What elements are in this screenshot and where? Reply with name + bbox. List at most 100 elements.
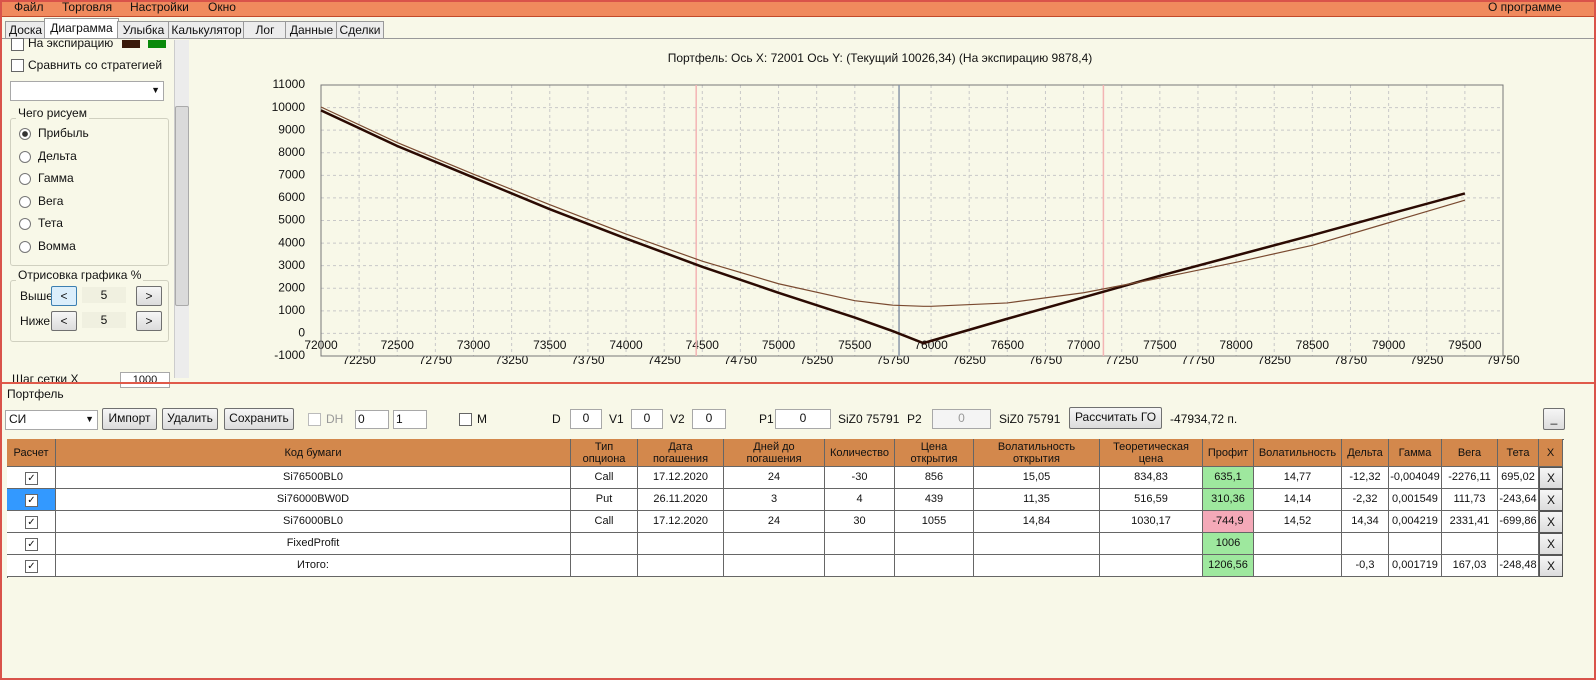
checkbox[interactable] — [11, 38, 24, 51]
tab[interactable]: Диаграмма — [44, 18, 119, 39]
button[interactable]: Удалить — [162, 408, 218, 430]
radio-label[interactable]: Дельта — [38, 148, 77, 163]
table-header: Гамма — [1389, 439, 1442, 467]
tab[interactable]: Данные — [285, 21, 338, 39]
field-input[interactable]: 0 — [692, 409, 726, 429]
menu-item[interactable]: Окно — [208, 0, 236, 14]
scrollbar-thumb[interactable] — [175, 106, 189, 306]
table-cell — [638, 555, 724, 577]
plot-border — [320, 84, 1504, 357]
radio-label[interactable]: Вега — [38, 193, 64, 208]
checkbox-label[interactable]: Сравнить со стратегией — [28, 58, 163, 72]
tab[interactable]: Сделки — [336, 21, 384, 39]
delete-button[interactable]: X — [1539, 511, 1563, 533]
y-tick-label: -1000 — [274, 348, 305, 362]
x-tick-label: 74750 — [724, 353, 758, 367]
x-tick-label: 74000 — [609, 338, 643, 352]
radio[interactable] — [19, 128, 31, 140]
spin-input[interactable]: 0 — [355, 410, 389, 429]
table-cell — [724, 533, 825, 555]
tab[interactable]: Лог — [243, 21, 287, 39]
checkbox[interactable]: ✓ — [25, 538, 38, 551]
table-header: Цена открытия — [895, 439, 974, 467]
checkbox[interactable]: ✓ — [25, 560, 38, 573]
table-cell — [1100, 555, 1203, 577]
tab[interactable]: Калькулятор — [168, 21, 245, 39]
x-tick-label: 73000 — [457, 338, 491, 352]
table-cell: 11,35 — [974, 489, 1100, 511]
checkbox[interactable]: ✓ — [25, 516, 38, 529]
chart-title: Портфель: Ось X: 72001 Ось Y: (Текущий 1… — [668, 51, 1093, 65]
field-input[interactable]: 0 — [775, 409, 831, 429]
menu-bar — [2, 2, 1594, 17]
table-header: Дата погашения — [638, 439, 724, 467]
dropdown[interactable]: СИ ▼ — [5, 410, 98, 430]
tab[interactable]: Доска — [5, 21, 46, 39]
table-cell: 17.12.2020 — [638, 511, 724, 533]
spin-input[interactable]: 1 — [393, 410, 427, 429]
checkbox[interactable]: ✓ — [25, 472, 38, 485]
button[interactable]: Импорт — [102, 408, 157, 430]
x-tick-label: 75750 — [876, 353, 910, 367]
button[interactable]: > — [136, 311, 162, 331]
table-cell: 14,52 — [1254, 511, 1342, 533]
table-cell: Call — [571, 511, 638, 533]
series-line — [320, 109, 1466, 345]
button[interactable]: > — [136, 286, 162, 306]
y-tick-label: 8000 — [278, 145, 305, 159]
info-text: SiZ0 75791 — [838, 412, 900, 426]
button[interactable]: < — [51, 311, 77, 331]
x-tick-label: 75250 — [800, 353, 834, 367]
checkbox-label[interactable]: На экспирацию — [28, 36, 114, 50]
checkbox-label: M — [477, 412, 487, 426]
field-label: P2 — [907, 412, 922, 426]
checkbox[interactable] — [459, 413, 472, 426]
number-input[interactable]: 1000 — [120, 372, 170, 388]
radio[interactable] — [19, 218, 31, 231]
radio[interactable] — [19, 150, 31, 163]
x-tick-label: 78000 — [1219, 338, 1253, 352]
dropdown[interactable]: ▼ — [10, 81, 164, 101]
checkbox[interactable]: ✓ — [25, 494, 38, 507]
table-header: Волатильность — [1254, 439, 1342, 467]
table-cell: 14,14 — [1254, 489, 1342, 511]
radio[interactable] — [19, 241, 31, 253]
table-cell: 1030,17 — [1100, 511, 1203, 533]
button[interactable]: Рассчитать ГО — [1069, 407, 1162, 429]
checkbox[interactable] — [11, 59, 24, 72]
radio-label[interactable]: Тета — [38, 216, 63, 231]
delete-button[interactable]: X — [1539, 489, 1563, 511]
delete-button[interactable]: X — [1539, 555, 1563, 577]
delete-button[interactable]: X — [1539, 467, 1563, 489]
table-cell: 856 — [895, 467, 974, 489]
tab[interactable]: Улыбка — [117, 21, 170, 39]
button[interactable]: Сохранить — [224, 408, 294, 430]
radio-label[interactable]: Вомма — [38, 239, 76, 253]
radio-label[interactable]: Прибыль — [38, 126, 89, 140]
menu-item[interactable]: Файл — [14, 0, 44, 14]
tab-strip-line — [2, 38, 1594, 39]
menu-item[interactable]: Торговля — [62, 0, 113, 14]
field-label: V2 — [670, 412, 685, 426]
field-input[interactable]: 0 — [631, 409, 663, 429]
radio[interactable] — [19, 173, 31, 186]
table-header: Тета — [1498, 439, 1539, 467]
table-cell — [895, 533, 974, 555]
menu-item[interactable]: О программе — [1488, 0, 1562, 14]
checkbox[interactable] — [308, 413, 321, 426]
x-tick-label: 76250 — [953, 353, 987, 367]
table-cell — [1442, 533, 1498, 555]
button[interactable]: _ — [1543, 408, 1565, 430]
table-header: Код бумаги — [56, 439, 571, 467]
button[interactable]: < — [51, 286, 77, 306]
table-cell — [1342, 533, 1389, 555]
table-cell: 1206,56 — [1203, 555, 1254, 577]
radio-label[interactable]: Гамма — [38, 171, 74, 186]
radio[interactable] — [19, 195, 31, 208]
y-tick-label: 1000 — [278, 303, 305, 317]
delete-button[interactable]: X — [1539, 533, 1563, 555]
table-cell: 695,02 — [1498, 467, 1539, 489]
menu-item[interactable]: Настройки — [130, 0, 189, 14]
field-input[interactable]: 0 — [570, 409, 602, 429]
table-cell: 24 — [724, 467, 825, 489]
